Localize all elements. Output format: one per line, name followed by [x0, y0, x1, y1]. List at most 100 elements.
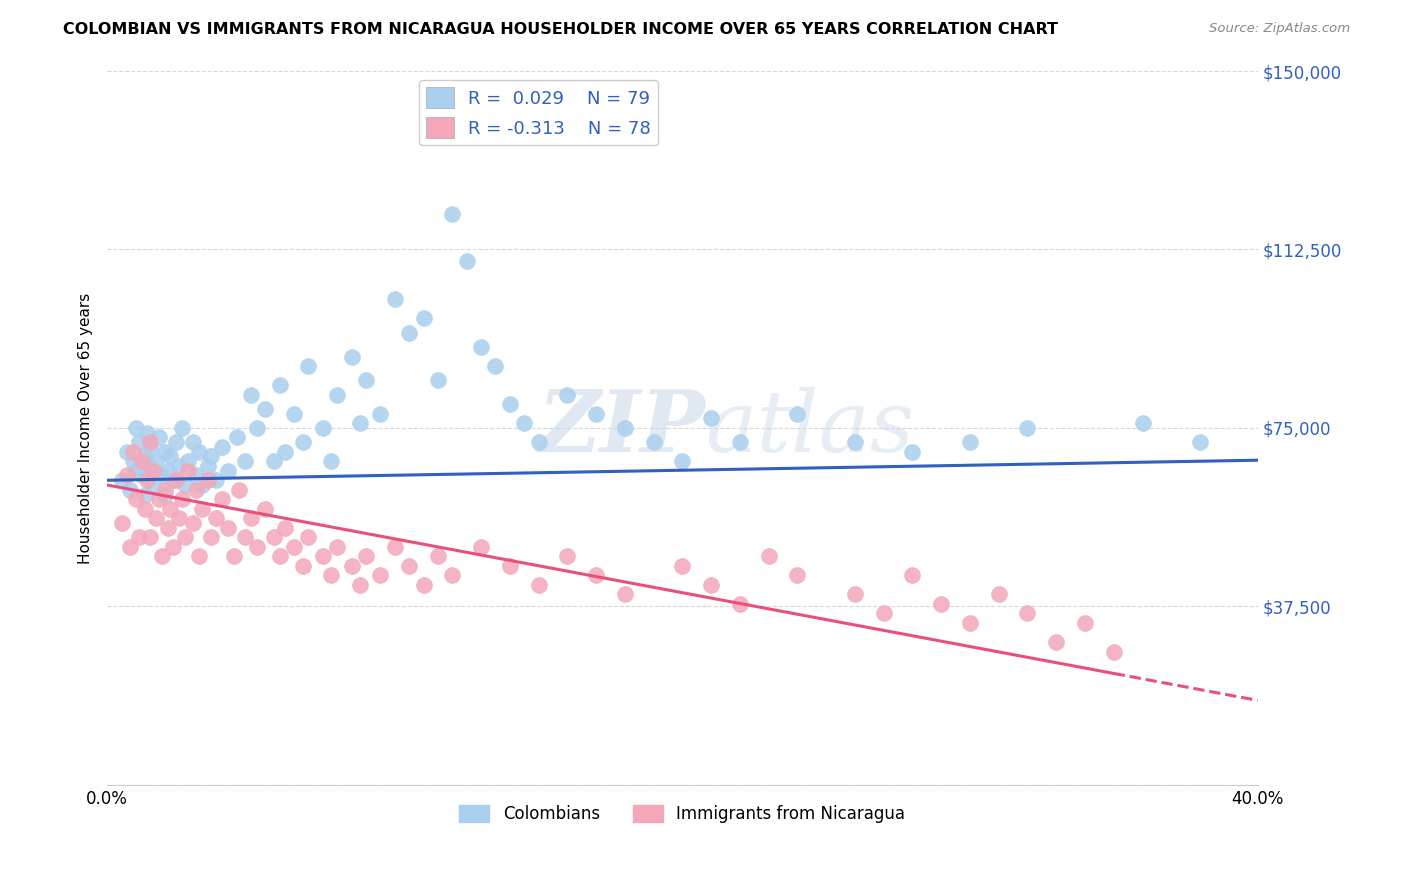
Point: [398, 326, 420, 340]
Point: [671, 558, 693, 573]
Point: [297, 530, 319, 544]
Point: [205, 511, 228, 525]
Point: [613, 587, 636, 601]
Point: [844, 435, 866, 450]
Point: [728, 597, 751, 611]
Point: [527, 578, 550, 592]
Point: [700, 411, 723, 425]
Point: [312, 421, 335, 435]
Point: [555, 549, 578, 564]
Point: [222, 549, 245, 564]
Point: [959, 615, 981, 630]
Point: [200, 450, 222, 464]
Point: [228, 483, 250, 497]
Point: [370, 568, 392, 582]
Point: [120, 483, 142, 497]
Point: [1132, 416, 1154, 430]
Point: [139, 458, 162, 473]
Point: [211, 440, 233, 454]
Point: [844, 587, 866, 601]
Point: [205, 473, 228, 487]
Point: [134, 487, 156, 501]
Point: [499, 397, 522, 411]
Point: [191, 478, 214, 492]
Point: [191, 501, 214, 516]
Point: [233, 530, 256, 544]
Point: [326, 540, 349, 554]
Point: [643, 435, 665, 450]
Point: [585, 568, 607, 582]
Legend: Colombians, Immigrants from Nicaragua: Colombians, Immigrants from Nicaragua: [453, 798, 912, 830]
Point: [159, 450, 181, 464]
Point: [349, 416, 371, 430]
Point: [150, 549, 173, 564]
Point: [283, 407, 305, 421]
Point: [128, 435, 150, 450]
Point: [1074, 615, 1097, 630]
Point: [186, 483, 208, 497]
Point: [117, 444, 139, 458]
Point: [142, 478, 165, 492]
Point: [700, 578, 723, 592]
Point: [929, 597, 952, 611]
Point: [1102, 644, 1125, 658]
Text: Source: ZipAtlas.com: Source: ZipAtlas.com: [1209, 22, 1350, 36]
Point: [527, 435, 550, 450]
Point: [412, 311, 434, 326]
Point: [120, 540, 142, 554]
Point: [188, 444, 211, 458]
Point: [145, 454, 167, 468]
Point: [183, 516, 205, 530]
Point: [1189, 435, 1212, 450]
Point: [728, 435, 751, 450]
Point: [349, 578, 371, 592]
Point: [162, 540, 184, 554]
Point: [239, 511, 262, 525]
Point: [183, 435, 205, 450]
Point: [297, 359, 319, 373]
Point: [426, 373, 449, 387]
Point: [170, 421, 193, 435]
Point: [263, 454, 285, 468]
Point: [384, 293, 406, 307]
Point: [274, 444, 297, 458]
Point: [321, 568, 343, 582]
Point: [131, 454, 153, 468]
Point: [131, 468, 153, 483]
Point: [1017, 607, 1039, 621]
Point: [426, 549, 449, 564]
Point: [110, 473, 132, 487]
Point: [139, 530, 162, 544]
Point: [211, 492, 233, 507]
Point: [167, 511, 190, 525]
Point: [176, 454, 198, 468]
Point: [176, 464, 198, 478]
Point: [139, 435, 162, 450]
Point: [555, 387, 578, 401]
Point: [470, 340, 492, 354]
Point: [758, 549, 780, 564]
Point: [217, 521, 239, 535]
Point: [484, 359, 506, 373]
Point: [142, 464, 165, 478]
Text: COLOMBIAN VS IMMIGRANTS FROM NICARAGUA HOUSEHOLDER INCOME OVER 65 YEARS CORRELAT: COLOMBIAN VS IMMIGRANTS FROM NICARAGUA H…: [63, 22, 1059, 37]
Point: [671, 454, 693, 468]
Text: atlas: atlas: [706, 386, 914, 469]
Point: [254, 401, 277, 416]
Point: [321, 454, 343, 468]
Point: [122, 454, 145, 468]
Point: [585, 407, 607, 421]
Point: [901, 444, 924, 458]
Point: [901, 568, 924, 582]
Point: [110, 516, 132, 530]
Point: [170, 492, 193, 507]
Point: [441, 207, 464, 221]
Point: [340, 350, 363, 364]
Point: [197, 458, 219, 473]
Point: [354, 549, 377, 564]
Point: [269, 549, 291, 564]
Point: [167, 458, 190, 473]
Point: [200, 530, 222, 544]
Point: [122, 444, 145, 458]
Point: [125, 421, 148, 435]
